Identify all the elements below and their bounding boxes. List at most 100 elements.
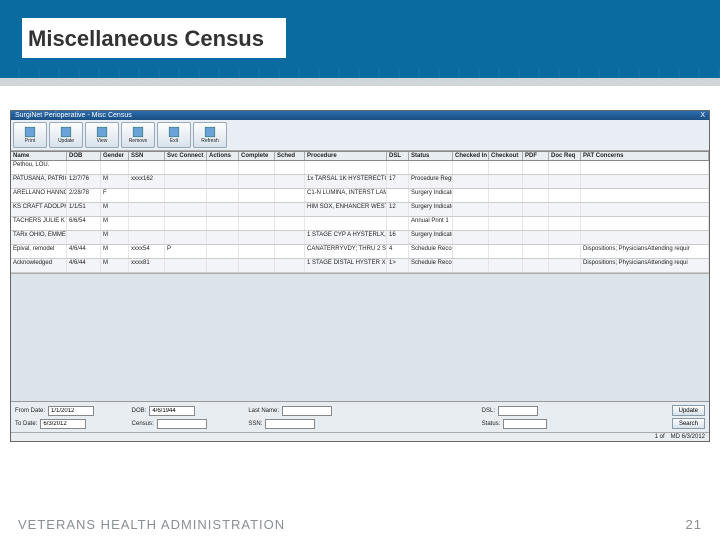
col-header[interactable]: Status bbox=[409, 152, 453, 160]
census-window: SurgiNet Perioperative - Misc Census X P… bbox=[10, 110, 710, 442]
col-header[interactable]: Actions bbox=[207, 152, 239, 160]
cell-svc bbox=[165, 189, 207, 202]
col-header[interactable]: Name bbox=[11, 152, 67, 160]
col-header[interactable]: SSN bbox=[129, 152, 165, 160]
col-header[interactable]: Gender bbox=[101, 152, 129, 160]
table-row[interactable]: Acknowledged4/6/44Mxxxx811 STAGE DISTAL … bbox=[11, 259, 709, 273]
slide-footer: VETERANS HEALTH ADMINISTRATION 21 bbox=[18, 517, 702, 532]
cell-status: Annual Print 1 bbox=[409, 217, 453, 230]
cell-proc: C1-N LUMINA, INTERST LAMINK, WHMILA, HOG… bbox=[305, 189, 387, 202]
col-header[interactable]: DSL bbox=[387, 152, 409, 160]
table-row[interactable]: Pethou, LOU. bbox=[11, 161, 709, 175]
col-header[interactable]: Procedure bbox=[305, 152, 387, 160]
cell-proc: CANATERRYVDY; THRU 2 STAGE YAYRES SIX PR… bbox=[305, 245, 387, 258]
cell-doc bbox=[549, 245, 581, 258]
cell-gender: M bbox=[101, 245, 129, 258]
print-button[interactable]: Print bbox=[13, 122, 47, 148]
cell-act bbox=[207, 203, 239, 216]
table-row[interactable]: PATUSANA, PATRICK12/7/76Mxxxx1621x TARSA… bbox=[11, 175, 709, 189]
cell-pat bbox=[581, 217, 709, 230]
lastname-input[interactable] bbox=[282, 406, 332, 416]
cell-doc bbox=[549, 161, 581, 174]
toolbar: PrintUpdateViewRemoveExitRefresh bbox=[11, 120, 709, 151]
col-header[interactable]: Sched bbox=[275, 152, 305, 160]
cell-gender: M bbox=[101, 231, 129, 244]
cell-pat: Dispositions; PhysiciansAttending requi bbox=[581, 259, 709, 272]
cell-doc bbox=[549, 259, 581, 272]
table-row[interactable]: TARx OHIO, EMMETTM1 STAGE CYP A HYSTERLX… bbox=[11, 231, 709, 245]
cell-name: Epival, remodel bbox=[11, 245, 67, 258]
cell-name: Pethou, LOU. bbox=[11, 161, 67, 174]
cell-out bbox=[489, 217, 523, 230]
col-header[interactable]: PDF bbox=[523, 152, 549, 160]
cell-chk bbox=[453, 217, 489, 230]
cell-proc: 1 STAGE DISTAL HYSTER X, FOR SIM PR W/UR… bbox=[305, 259, 387, 272]
cell-comp bbox=[239, 217, 275, 230]
col-header[interactable]: Svc Connect bbox=[165, 152, 207, 160]
close-icon[interactable]: X bbox=[700, 112, 705, 119]
record-count: 1 of bbox=[655, 434, 665, 440]
col-header[interactable]: Checked In bbox=[453, 152, 489, 160]
cell-dsl: 17 bbox=[387, 175, 409, 188]
exit-button[interactable]: Exit bbox=[157, 122, 191, 148]
status-input[interactable] bbox=[503, 419, 547, 429]
table-row[interactable]: ARELLANO HANNON2/28/78FC1-N LUMINA, INTE… bbox=[11, 189, 709, 203]
status-date: MD 6/3/2012 bbox=[671, 434, 705, 440]
cell-proc bbox=[305, 161, 387, 174]
table-row[interactable]: Epival, remodel4/6/44Mxxxx54PCANATERRYVD… bbox=[11, 245, 709, 259]
cell-dsl bbox=[387, 189, 409, 202]
cell-name: Acknowledged bbox=[11, 259, 67, 272]
cell-chk bbox=[453, 259, 489, 272]
cell-pdf bbox=[523, 259, 549, 272]
cell-pdf bbox=[523, 203, 549, 216]
cell-status: Schedule Record bbox=[409, 245, 453, 258]
cell-svc bbox=[165, 175, 207, 188]
view-button[interactable]: View bbox=[85, 122, 119, 148]
star-strip bbox=[0, 68, 720, 82]
cell-act bbox=[207, 189, 239, 202]
grid-header: NameDOBGenderSSNSvc ConnectActionsComple… bbox=[11, 151, 709, 161]
update-button[interactable]: Update bbox=[672, 405, 705, 416]
cell-svc bbox=[165, 203, 207, 216]
cell-comp bbox=[239, 231, 275, 244]
cell-pdf bbox=[523, 175, 549, 188]
cell-ssn bbox=[129, 161, 165, 174]
cell-chk bbox=[453, 231, 489, 244]
cell-comp bbox=[239, 189, 275, 202]
from-date-input[interactable] bbox=[48, 406, 94, 416]
col-header[interactable]: PAT Concerns bbox=[581, 152, 709, 160]
table-row[interactable]: KS CRAFT ADOLPH1/1/51MHIM SOX, ENHANCER … bbox=[11, 203, 709, 217]
refresh-button[interactable]: Refresh bbox=[193, 122, 227, 148]
cell-dob bbox=[67, 161, 101, 174]
cell-sch bbox=[275, 189, 305, 202]
col-header[interactable]: Doc Req bbox=[549, 152, 581, 160]
cell-comp bbox=[239, 161, 275, 174]
cell-pdf bbox=[523, 161, 549, 174]
dob-input[interactable] bbox=[149, 406, 195, 416]
cell-proc: 1 STAGE CYP A HYSTERLX, FOR SIMPL CANTOF… bbox=[305, 231, 387, 244]
dsl-input[interactable] bbox=[498, 406, 538, 416]
cell-out bbox=[489, 203, 523, 216]
search-button[interactable]: Search bbox=[672, 418, 705, 429]
col-header[interactable]: Checkout bbox=[489, 152, 523, 160]
cell-name: PATUSANA, PATRICK bbox=[11, 175, 67, 188]
remove-button[interactable]: Remove bbox=[121, 122, 155, 148]
cell-dob: 6/6/54 bbox=[67, 217, 101, 230]
cell-svc bbox=[165, 231, 207, 244]
cell-ssn bbox=[129, 189, 165, 202]
cell-pdf bbox=[523, 231, 549, 244]
to-date-input[interactable] bbox=[40, 419, 86, 429]
col-header[interactable]: Complete bbox=[239, 152, 275, 160]
census-input[interactable] bbox=[157, 419, 207, 429]
table-row[interactable]: TACHERS JULIE K6/6/54MAnnual Print 1 bbox=[11, 217, 709, 231]
col-header[interactable]: DOB bbox=[67, 152, 101, 160]
cell-status: Schedule Record bbox=[409, 259, 453, 272]
ssn-input[interactable] bbox=[265, 419, 315, 429]
update-button[interactable]: Update bbox=[49, 122, 83, 148]
cell-doc bbox=[549, 189, 581, 202]
cell-act bbox=[207, 217, 239, 230]
cell-chk bbox=[453, 245, 489, 258]
cell-act bbox=[207, 231, 239, 244]
cell-doc bbox=[549, 175, 581, 188]
cell-svc bbox=[165, 259, 207, 272]
